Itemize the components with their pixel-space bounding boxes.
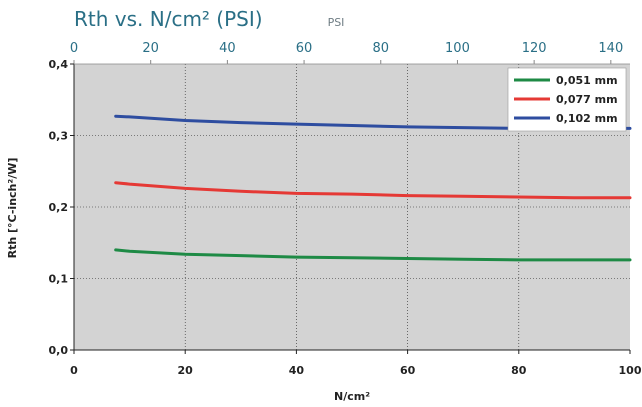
chart-title: Rth vs. N/cm² (PSI) bbox=[74, 7, 263, 31]
top-tick-label: 140 bbox=[598, 41, 623, 56]
x-tick-label: 20 bbox=[178, 364, 194, 377]
y-tick-label: 0,4 bbox=[49, 58, 69, 71]
legend-label-2: 0,077 mm bbox=[556, 93, 618, 106]
x-axis: 0 20 40 60 80 100 bbox=[70, 350, 642, 377]
legend-label-1: 0,051 mm bbox=[556, 74, 618, 87]
top-tick-label: 60 bbox=[296, 41, 313, 56]
top-tick-label: 100 bbox=[445, 41, 470, 56]
legend: 0,051 mm 0,077 mm 0,102 mm bbox=[507, 67, 627, 132]
top-axis: 0 20 40 60 80 100 120 140 bbox=[70, 41, 623, 64]
legend-label-3: 0,102 mm bbox=[556, 112, 618, 125]
top-tick-label: 120 bbox=[522, 41, 547, 56]
top-tick-label: 40 bbox=[219, 41, 236, 56]
y-axis: 0,0 0,1 0,2 0,3 0,4 bbox=[49, 58, 74, 357]
y-tick-label: 0,2 bbox=[49, 201, 69, 214]
x-tick-label: 100 bbox=[619, 364, 642, 377]
series-line-2 bbox=[114, 181, 632, 200]
x-tick-label: 60 bbox=[400, 364, 416, 377]
top-tick-label: 0 bbox=[70, 41, 78, 56]
y-tick-label: 0,0 bbox=[49, 344, 69, 357]
x-axis-label: N/cm² bbox=[334, 390, 370, 403]
series-line-1 bbox=[114, 248, 632, 262]
y-tick-label: 0,1 bbox=[49, 273, 69, 286]
top-axis-label: PSI bbox=[328, 16, 345, 29]
top-tick-label: 80 bbox=[372, 41, 389, 56]
y-tick-label: 0,3 bbox=[49, 130, 69, 143]
x-tick-label: 0 bbox=[70, 364, 78, 377]
y-axis-label: Rth [°C-inch²/W] bbox=[6, 158, 19, 259]
x-tick-label: 40 bbox=[289, 364, 305, 377]
top-tick-label: 20 bbox=[142, 41, 159, 56]
x-tick-label: 80 bbox=[511, 364, 527, 377]
